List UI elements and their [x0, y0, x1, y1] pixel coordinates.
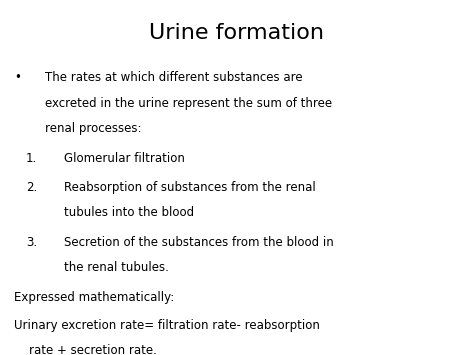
Text: rate + secretion rate.: rate + secretion rate.: [14, 344, 157, 355]
Text: Secretion of the substances from the blood in: Secretion of the substances from the blo…: [64, 236, 333, 249]
Text: The rates at which different substances are: The rates at which different substances …: [45, 71, 303, 84]
Text: Urinary excretion rate= filtration rate- reabsorption: Urinary excretion rate= filtration rate-…: [14, 319, 320, 332]
Text: tubules into the blood: tubules into the blood: [64, 207, 194, 219]
Text: Urine formation: Urine formation: [149, 23, 324, 43]
Text: Expressed mathematically:: Expressed mathematically:: [14, 291, 175, 304]
Text: Reabsorption of substances from the renal: Reabsorption of substances from the rena…: [64, 181, 315, 194]
Text: 3.: 3.: [26, 236, 37, 249]
Text: excreted in the urine represent the sum of three: excreted in the urine represent the sum …: [45, 97, 332, 110]
Text: Glomerular filtration: Glomerular filtration: [64, 152, 185, 164]
Text: the renal tubules.: the renal tubules.: [64, 261, 169, 274]
Text: renal processes:: renal processes:: [45, 122, 141, 135]
Text: •: •: [14, 71, 21, 84]
Text: 2.: 2.: [26, 181, 37, 194]
Text: 1.: 1.: [26, 152, 37, 164]
